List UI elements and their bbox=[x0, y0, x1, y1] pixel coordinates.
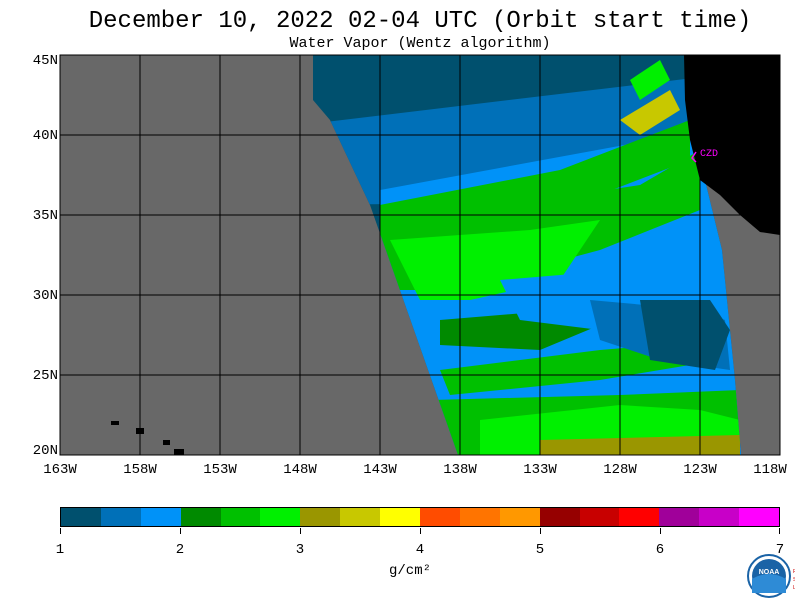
lon-label-128w: 128W bbox=[603, 462, 637, 478]
lon-label-133w: 133W bbox=[523, 462, 557, 478]
lat-label-35n: 35N bbox=[32, 208, 58, 224]
svg-text:S: S bbox=[793, 577, 795, 583]
colorbar-swatch bbox=[380, 508, 421, 526]
colorbar-tick bbox=[660, 528, 661, 534]
lon-label-158w: 158W bbox=[123, 462, 157, 478]
colorbar-swatch bbox=[619, 508, 660, 526]
lat-label-45n: 45N bbox=[32, 53, 58, 69]
lon-label-123w: 123W bbox=[683, 462, 717, 478]
water-vapor-map: CZD bbox=[59, 54, 781, 456]
colorbar-swatch bbox=[180, 508, 221, 526]
map-frame bbox=[59, 54, 781, 456]
colorbar-tick bbox=[420, 528, 421, 534]
colorbar-tick-label: 7 bbox=[775, 542, 785, 558]
noaa-logo-text: NOAA bbox=[759, 569, 780, 576]
colorbar-tick-label: 6 bbox=[655, 542, 665, 558]
colorbar-tick-label: 5 bbox=[535, 542, 545, 558]
lon-label-148w: 148W bbox=[283, 462, 317, 478]
land-mass bbox=[684, 55, 780, 235]
lon-label-143w: 143W bbox=[363, 462, 397, 478]
colorbar-tick bbox=[60, 528, 61, 534]
map-subtitle: Water Vapor (Wentz algorithm) bbox=[289, 35, 551, 52]
svg-text:L: L bbox=[793, 585, 795, 591]
colorbar-swatch bbox=[420, 508, 460, 526]
colorbar-swatch bbox=[739, 508, 780, 526]
colorbar-swatch bbox=[699, 508, 740, 526]
lon-label-118w: 118W bbox=[753, 462, 787, 478]
colorbar-swatch bbox=[260, 508, 301, 526]
colorbar-swatch bbox=[100, 508, 141, 526]
colorbar-swatch bbox=[579, 508, 620, 526]
colorbar-tick-label: 1 bbox=[55, 542, 65, 558]
lat-label-20n: 20N bbox=[32, 443, 58, 459]
lon-label-138w: 138W bbox=[443, 462, 477, 478]
colorbar-swatch bbox=[340, 508, 381, 526]
colorbar-tick-label: 3 bbox=[295, 542, 305, 558]
noaa-logo: NOAA P S L bbox=[747, 554, 795, 598]
colorbar-tick bbox=[540, 528, 541, 534]
map-title: December 10, 2022 02-04 UTC (Orbit start… bbox=[88, 8, 752, 35]
lon-label-163w: 163W bbox=[43, 462, 77, 478]
lat-label-40n: 40N bbox=[32, 128, 58, 144]
colorbar-swatch bbox=[220, 508, 261, 526]
colorbar-swatch bbox=[459, 508, 500, 526]
colorbar-swatch bbox=[61, 508, 101, 526]
colorbar-swatch bbox=[499, 508, 540, 526]
lat-label-25n: 25N bbox=[32, 368, 58, 384]
station-label: CZD bbox=[700, 149, 718, 160]
colorbar-unit: g/cm² bbox=[388, 563, 431, 579]
colorbar-swatch bbox=[539, 508, 580, 526]
colorbar-swatch bbox=[659, 508, 700, 526]
grid-lines bbox=[60, 55, 780, 455]
colorbar bbox=[60, 507, 780, 527]
colorbar-tick-label: 2 bbox=[175, 542, 185, 558]
lon-label-153w: 153W bbox=[203, 462, 237, 478]
colorbar-swatch bbox=[140, 508, 181, 526]
station-marker: CZD bbox=[691, 149, 718, 163]
psl-text: P bbox=[793, 569, 795, 575]
colorbar-swatch bbox=[300, 508, 341, 526]
lat-label-30n: 30N bbox=[32, 288, 58, 304]
colorbar-tick bbox=[180, 528, 181, 534]
colorbar-tick-label: 4 bbox=[415, 542, 425, 558]
colorbar-tick bbox=[300, 528, 301, 534]
swath-data bbox=[313, 55, 741, 455]
colorbar-tick bbox=[779, 528, 780, 534]
